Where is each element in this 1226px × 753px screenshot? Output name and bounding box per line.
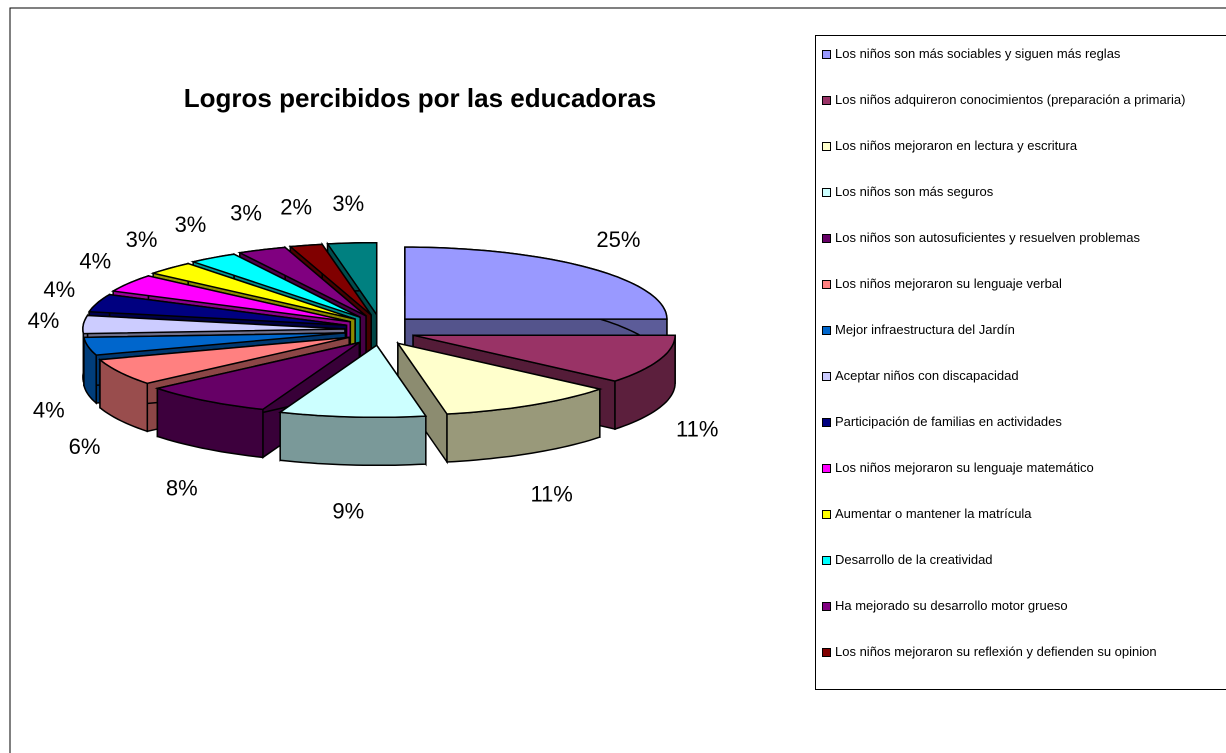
legend-swatch <box>822 142 831 151</box>
data-label: 9% <box>332 499 364 524</box>
legend-label: Los niños mejoraron su reflexión y defie… <box>835 644 1157 659</box>
slice <box>154 341 360 411</box>
data-label: 3% <box>332 191 364 216</box>
data-label: 4% <box>33 397 65 422</box>
legend-swatch <box>822 556 831 565</box>
data-label: 11% <box>530 482 572 507</box>
slice <box>98 336 350 385</box>
data-label: 25% <box>596 227 640 252</box>
legend-label: Los niños mejoraron su lenguaje verbal <box>835 276 1062 291</box>
pie: 25%11%11%9%8%6%4%4%4%4%3%3% 3% 2% 3% <box>28 191 719 524</box>
data-label: 2% <box>280 194 312 219</box>
slice <box>237 246 367 317</box>
slice <box>326 241 378 318</box>
slice <box>288 243 372 316</box>
data-label: 3% <box>175 212 207 237</box>
legend-swatch <box>822 280 831 289</box>
legend-swatch <box>822 648 831 657</box>
data-label: 8% <box>166 475 198 500</box>
legend-swatch <box>822 96 831 105</box>
legend-label: Ha mejorado su desarrollo motor grueso <box>835 598 1068 613</box>
legend-swatch <box>822 188 831 197</box>
legend-swatch <box>822 464 831 473</box>
data-label: 4% <box>28 308 60 333</box>
data-label: 4% <box>79 249 111 274</box>
data-label: 3% <box>126 227 158 252</box>
legend-label: Los niños son autosuficientes y resuelve… <box>835 230 1140 245</box>
legend-label: Los niños mejoraron su lenguaje matemáti… <box>835 460 1094 475</box>
legend-swatch <box>822 50 831 59</box>
slice <box>150 262 356 320</box>
slice <box>278 344 428 419</box>
legend-label: Los niños son más seguros <box>835 184 994 199</box>
legend-label: Los niños adquireron conocimientos (prep… <box>835 92 1186 107</box>
slice <box>82 332 346 356</box>
data-label: 11% <box>676 416 718 441</box>
legend-swatch <box>822 602 831 611</box>
legend-label: Los niños son más sociables y siguen más… <box>835 46 1121 61</box>
data-label: 3% <box>230 201 262 226</box>
data-label: 4% <box>43 277 75 302</box>
slice <box>396 342 603 415</box>
legend-swatch <box>822 326 831 335</box>
slice <box>404 246 668 320</box>
slice <box>110 275 351 323</box>
legend-swatch <box>822 234 831 243</box>
legend-label: Aceptar niños con discapacidad <box>835 368 1019 383</box>
data-label: 6% <box>69 434 101 459</box>
legend-label: Mejor infraestructura del Jardín <box>835 322 1015 337</box>
legend: Los niños son más sociables y siguen más… <box>815 35 1226 690</box>
slice <box>190 253 361 319</box>
slice-wall <box>279 411 427 467</box>
legend-label: Aumentar o mantener la matrícula <box>835 506 1032 521</box>
legend-label: Participación de familias en actividades <box>835 414 1062 429</box>
legend-swatch <box>822 372 831 381</box>
legend-label: Los niños mejoraron en lectura y escritu… <box>835 138 1078 153</box>
slice <box>412 334 676 382</box>
slice <box>82 314 345 335</box>
chart-title: Logros percibidos por las educadoras <box>184 83 656 113</box>
legend-swatch <box>822 510 831 519</box>
legend-label: Desarrollo de la creatividad <box>835 552 993 567</box>
slice <box>87 293 347 326</box>
legend-swatch <box>822 418 831 427</box>
